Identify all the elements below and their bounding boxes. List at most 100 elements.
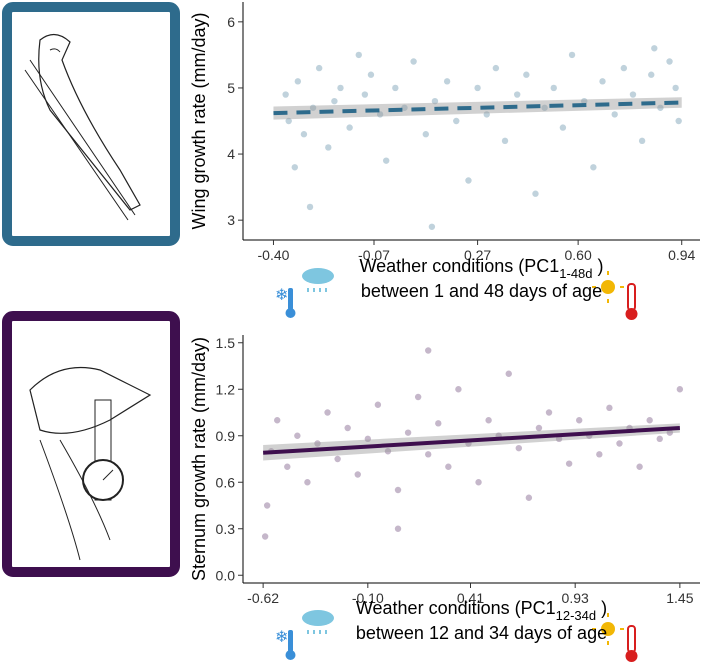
point <box>620 64 628 72</box>
point <box>523 71 530 78</box>
point <box>565 460 573 467</box>
point <box>325 144 332 151</box>
point <box>344 424 351 432</box>
point <box>485 417 492 424</box>
point <box>443 78 451 85</box>
y-tick-label: 5 <box>227 80 235 96</box>
point <box>294 432 301 439</box>
point <box>294 78 302 85</box>
y-tick-label: 0.6 <box>216 474 236 490</box>
point <box>306 203 314 211</box>
y-axis-label: Sternum growth rate (mm/day) <box>189 337 209 581</box>
x-axis-label-sub: 1-48d <box>559 266 592 281</box>
point <box>505 370 512 377</box>
point <box>611 111 618 118</box>
point <box>532 190 539 197</box>
x-tick-label: 1.45 <box>666 590 693 606</box>
x-axis-label: Weather conditions (PC112-34d ) <box>356 598 607 623</box>
x-tick-label: 0.93 <box>562 590 589 606</box>
point <box>646 417 653 424</box>
point <box>596 451 603 458</box>
point <box>309 104 317 111</box>
point <box>568 51 576 59</box>
y-tick-label: 0.9 <box>216 428 236 444</box>
x-axis-label-main: Weather conditions (PC1 <box>359 256 559 276</box>
point <box>367 71 375 78</box>
point <box>374 401 382 408</box>
point <box>404 429 412 436</box>
x-axis-label: Weather conditions (PC11-48d ) <box>359 256 603 281</box>
point <box>382 157 390 164</box>
weather-icons: ❄ ❄ <box>275 268 638 662</box>
point <box>401 104 408 111</box>
point <box>606 404 613 412</box>
point <box>284 463 291 470</box>
point <box>285 117 292 125</box>
point <box>354 471 361 478</box>
y-axis-label: Wing growth rate (mm/day) <box>189 12 209 229</box>
point <box>576 417 583 424</box>
point <box>590 164 597 171</box>
point <box>656 435 663 443</box>
sternum-illustration <box>2 311 180 577</box>
point <box>651 45 658 52</box>
point <box>334 455 341 463</box>
point <box>445 463 452 470</box>
point <box>525 494 533 501</box>
x-tick-label: 0.27 <box>464 247 491 263</box>
x-axis-label-line2: between 12 and 34 days of age <box>356 623 607 643</box>
y-tick-label: 6 <box>227 14 235 30</box>
point <box>666 58 673 65</box>
y-tick-label: 0.3 <box>216 521 236 537</box>
point <box>474 84 481 92</box>
point <box>414 393 422 401</box>
point <box>616 440 623 447</box>
point <box>455 386 462 393</box>
point <box>465 177 472 184</box>
point <box>261 533 269 540</box>
point <box>475 479 482 486</box>
point <box>676 386 684 393</box>
point <box>364 435 372 443</box>
point <box>541 104 548 111</box>
x-axis-label-main: Weather conditions (PC1 <box>356 598 556 618</box>
x-axis-label-line2: between 1 and 48 days of age <box>361 281 602 301</box>
x-tick-label: -0.40 <box>258 247 290 263</box>
wing-illustration <box>2 2 180 246</box>
point <box>425 347 432 354</box>
point <box>535 424 543 432</box>
point <box>629 91 637 98</box>
point <box>324 409 331 416</box>
x-axis-label-close: ) <box>593 256 604 276</box>
y-tick-label: 0.0 <box>216 567 236 583</box>
x-tick-label: 0.60 <box>565 247 592 263</box>
point <box>331 97 338 105</box>
point <box>514 91 521 98</box>
x-tick-label: 0.94 <box>668 247 695 263</box>
point <box>384 448 392 455</box>
point <box>453 117 460 125</box>
point <box>394 486 402 494</box>
point <box>666 429 674 436</box>
confidence-band <box>273 97 682 120</box>
point <box>263 502 271 509</box>
svg-text:❄: ❄ <box>275 629 288 646</box>
point <box>581 97 588 105</box>
point <box>422 131 429 138</box>
point <box>361 91 369 98</box>
point <box>483 111 490 118</box>
x-tick-label: 0.41 <box>457 590 484 606</box>
point <box>282 91 289 98</box>
point <box>672 84 679 92</box>
y-tick-label: 1.2 <box>216 381 236 397</box>
point <box>559 124 567 131</box>
point <box>376 111 384 118</box>
x-tick-label: -0.62 <box>247 590 279 606</box>
point <box>300 131 308 138</box>
point <box>431 97 439 105</box>
point <box>394 525 402 532</box>
y-tick-label: 1.5 <box>216 335 236 351</box>
point <box>346 124 353 131</box>
point <box>392 84 399 92</box>
